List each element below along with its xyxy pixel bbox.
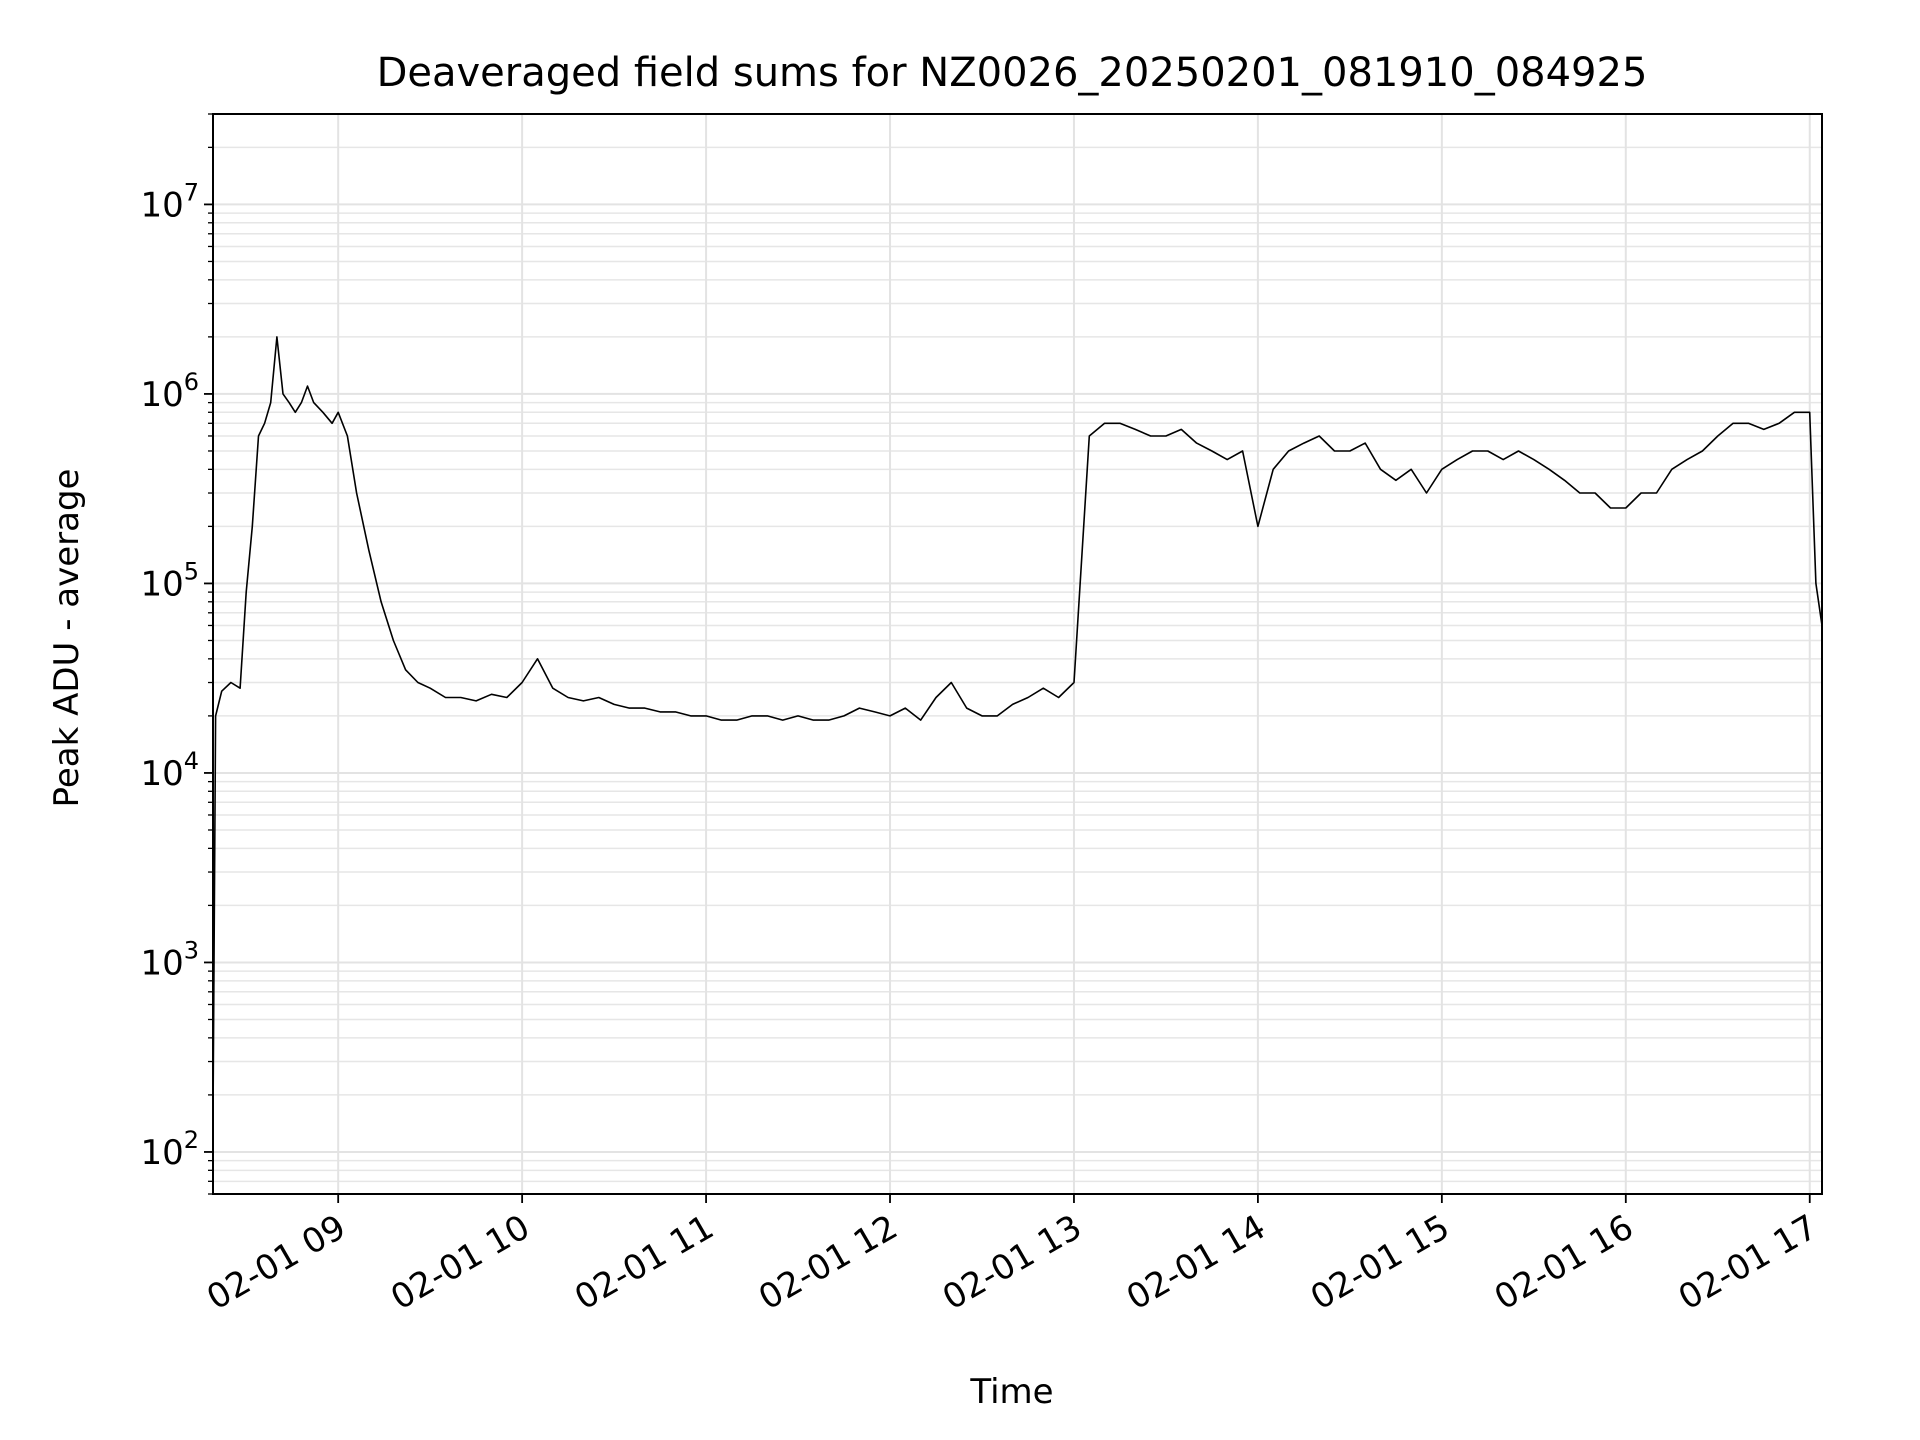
grid: [213, 113, 1822, 1195]
chart-title: Deaveraged field sums for NZ0026_2025020…: [377, 50, 1648, 96]
series-line-0: [212, 336, 1823, 1119]
series-layer: [212, 336, 1823, 1119]
x-axis-label: Time: [969, 1372, 1053, 1412]
plot-frame: [212, 113, 1823, 1195]
y-tick-label: 106: [140, 368, 199, 415]
y-axis-label: Peak ADU - average: [47, 469, 87, 808]
y-tick-label: 107: [140, 178, 199, 225]
